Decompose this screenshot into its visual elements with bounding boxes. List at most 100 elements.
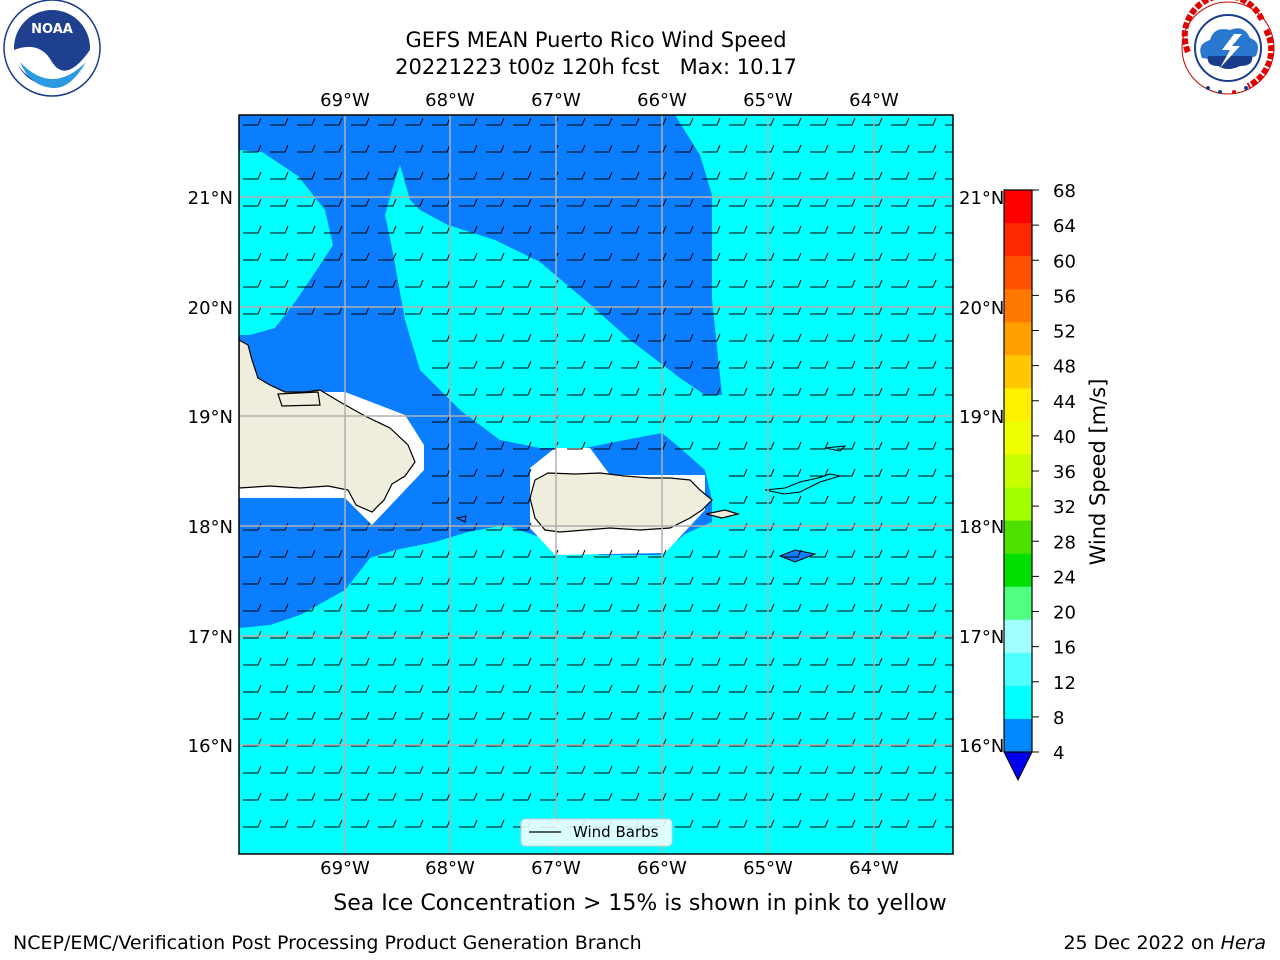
wind-barb: [459, 279, 478, 288]
wind-barb: [837, 441, 856, 450]
wind-barb: [324, 792, 343, 801]
wind-barb: [945, 475, 953, 477]
wind-barb: [621, 306, 640, 315]
wind-barb: [594, 738, 613, 747]
lon-label-top: 65°W: [743, 90, 793, 111]
wind-barb: [405, 576, 424, 585]
wind-barb: [675, 792, 694, 801]
colorbar-extend-arrow: [1003, 751, 1033, 782]
wind-barb: [297, 306, 316, 315]
wind-barb: [378, 657, 397, 666]
colorbar-tick-label: 28: [1053, 532, 1076, 553]
wind-barb: [702, 306, 721, 315]
wind-barb: [837, 792, 856, 801]
wind-barb: [513, 495, 532, 504]
wind-barb: [405, 792, 424, 801]
colorbar-segment: [1004, 256, 1032, 290]
wind-barb: [378, 306, 397, 315]
wind-barb: [540, 792, 559, 801]
wind-barb: [405, 711, 424, 720]
wind-barb: [702, 792, 721, 801]
wind-barb: [729, 414, 748, 423]
noaa-logo-icon: NOAA: [3, 0, 101, 97]
wind-barb: [837, 306, 856, 315]
wind-barb: [486, 603, 505, 612]
wind-barb: [594, 198, 613, 207]
wind-barb: [729, 387, 748, 396]
wind-barb: [837, 360, 856, 369]
wind-barb: [621, 711, 640, 720]
wind-barb: [513, 765, 532, 774]
wind-barb: [864, 603, 883, 612]
colorbar-segment: [1004, 553, 1032, 588]
map-title: GEFS MEAN Puerto Rico Wind Speed: [405, 28, 787, 52]
colorbar-tick-label: 56: [1053, 286, 1076, 307]
wind-barb: [675, 630, 694, 639]
wind-barb: [918, 657, 937, 666]
wind-barb: [675, 711, 694, 720]
longitude-labels-top: 69°W 68°W 67°W 66°W 65°W 64°W: [320, 90, 899, 111]
wind-barb: [675, 279, 694, 288]
wind-barb: [945, 394, 953, 396]
wind-barb: [378, 684, 397, 693]
wind-barb: [486, 819, 505, 828]
colorbar-label: Wind Speed [m/s]: [1086, 379, 1110, 566]
wind-barb: [243, 819, 262, 828]
wind-barb: [810, 495, 829, 504]
wind-barb: [864, 117, 883, 126]
wind-barb: [270, 171, 289, 180]
wind-barb: [810, 225, 829, 234]
wind-barb: [918, 333, 937, 342]
land-hispaniola: [239, 339, 416, 513]
wind-barb: [486, 468, 505, 477]
wind-barb: [621, 117, 640, 126]
wind-barb: [918, 441, 937, 450]
wind-barb: [297, 279, 316, 288]
wind-barb: [243, 603, 262, 612]
wind-barb: [756, 117, 775, 126]
wind-barb: [702, 414, 721, 423]
wind-barb: [837, 414, 856, 423]
wind-barb: [270, 306, 289, 315]
wind-barb: [675, 603, 694, 612]
wind-barb: [621, 414, 640, 423]
wind-barb: [297, 252, 316, 261]
wind-barb: [324, 252, 343, 261]
wind-barb: [594, 333, 613, 342]
wind-barb: [243, 252, 262, 261]
wind-barb: [351, 252, 370, 261]
wind-barb: [540, 576, 559, 585]
wind-barb: [486, 684, 505, 693]
wind-barb: [486, 549, 505, 558]
longitude-labels-bottom: 69°W 68°W 67°W 66°W 65°W 64°W: [320, 858, 899, 879]
wind-barb: [675, 225, 694, 234]
wind-barb: [918, 144, 937, 153]
wind-barb: [648, 252, 667, 261]
lat-label-right: 17°N: [959, 627, 1004, 648]
wind-barb: [702, 738, 721, 747]
wind-barb: [567, 117, 586, 126]
wind-barb: [729, 468, 748, 477]
wind-barb: [756, 495, 775, 504]
wind-barb: [459, 576, 478, 585]
wind-barb: [324, 306, 343, 315]
wind-barb: [432, 711, 451, 720]
wind-barb: [648, 792, 667, 801]
wind-barb: [783, 441, 802, 450]
wind-barb: [783, 360, 802, 369]
wind-barb: [810, 576, 829, 585]
wind-barb: [891, 684, 910, 693]
wind-barb: [864, 630, 883, 639]
wind-barb: [594, 630, 613, 639]
wind-barb: [945, 313, 953, 315]
wind-barb: [756, 441, 775, 450]
wind-barb: [459, 630, 478, 639]
wind-barb: [378, 765, 397, 774]
wind-barb: [297, 549, 316, 558]
wind-barb: [297, 792, 316, 801]
wind-barb: [864, 279, 883, 288]
wind-barb: [675, 576, 694, 585]
wind-barb: [810, 819, 829, 828]
wind-barb: [459, 738, 478, 747]
wind-barb: [297, 630, 316, 639]
